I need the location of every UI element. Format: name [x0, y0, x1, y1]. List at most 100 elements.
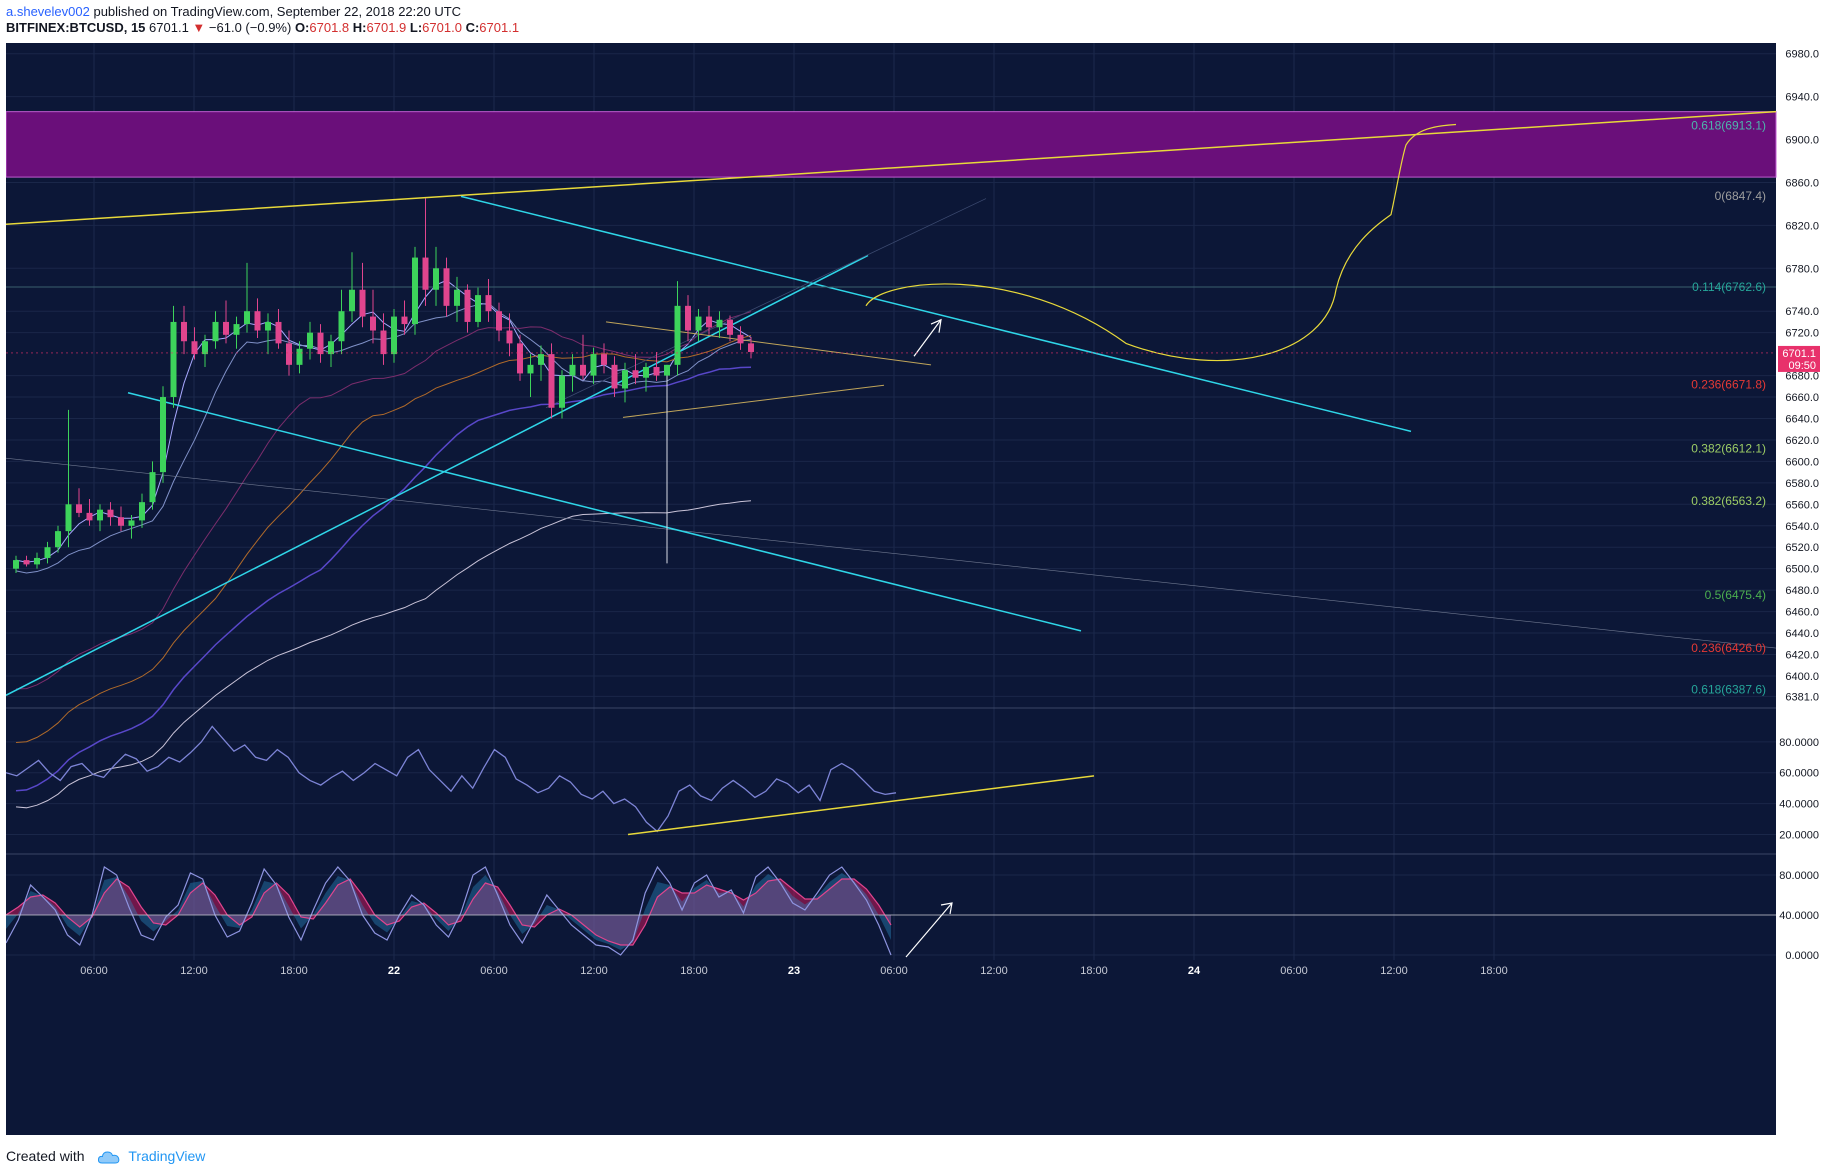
last-price: 6701.1 — [149, 20, 189, 35]
candle-body — [34, 557, 40, 565]
candle-body — [265, 321, 271, 331]
time-tick-label: 12:00 — [180, 965, 208, 977]
projection-path — [865, 123, 1457, 362]
candle-body — [559, 375, 565, 408]
axes: 06:00 12:00 18:00 22 06:00 12:00 18:00 23 06:00 1… — [6, 49, 1820, 1135]
candle-body — [496, 311, 502, 331]
price-tick-label: 6740.0 — [1785, 306, 1819, 318]
price-tick-label: 6600.0 — [1785, 456, 1819, 468]
candle-body — [422, 257, 429, 290]
candle-body — [737, 334, 744, 344]
candle-body — [254, 311, 261, 331]
candle-body — [622, 370, 628, 389]
price-tick-label: 6560.0 — [1785, 499, 1819, 511]
price-tick-label: 6660.0 — [1785, 392, 1819, 404]
stochastic-area — [6, 879, 891, 945]
candle-body — [191, 341, 198, 355]
stoch-tick-label: 0.0000 — [1785, 950, 1819, 962]
price-tick-label: 6381.0 — [1785, 691, 1819, 703]
moving-average-line — [15, 366, 752, 792]
time-axis-background — [6, 960, 1776, 1135]
fibonacci-levels: 0.618(6913.1) 0(6847.4) 0.114(6762.6) 0.236… — [1691, 118, 1766, 696]
triangle-upper-line — [605, 321, 932, 366]
candle-body — [307, 332, 313, 349]
candle-body — [464, 289, 471, 322]
fib-level-label: 0.114(6762.6) — [1692, 280, 1766, 294]
fib-level-label: 0.5(6475.4) — [1705, 588, 1766, 602]
rsi-tick-label: 80.0000 — [1779, 737, 1819, 749]
ascending-support-line — [6, 254, 869, 696]
candle-body — [359, 289, 366, 317]
candle-body — [443, 268, 450, 306]
candle-body — [233, 324, 240, 335]
candle-body — [527, 364, 534, 374]
chart-canvas[interactable]: 0.618(6913.1) 0(6847.4) 0.114(6762.6) 0.236… — [6, 43, 1822, 1135]
candle-body — [632, 370, 639, 378]
candle-body — [548, 354, 555, 408]
candle-body — [538, 354, 544, 365]
candle-body — [97, 509, 103, 521]
price-tick-label: 6400.0 — [1785, 671, 1819, 683]
faint-ray-line — [545, 198, 987, 409]
candle-body — [107, 509, 114, 518]
rsi-trend-line — [627, 775, 1095, 836]
price-tick-label: 6720.0 — [1785, 328, 1819, 340]
candle-body — [412, 257, 418, 325]
current-price-badge — [1778, 345, 1820, 372]
candle-body — [338, 311, 345, 342]
candle-body — [370, 316, 376, 331]
long-trend-line — [6, 457, 1777, 649]
high-label: H: — [352, 20, 367, 35]
candle-body — [611, 364, 618, 389]
ascending-resistance-line — [6, 110, 1777, 226]
candle-body — [149, 472, 156, 503]
fib-level-label: 0.618(6387.6) — [1691, 682, 1766, 696]
price-tick-label: 6820.0 — [1785, 220, 1819, 232]
candle-body — [664, 364, 670, 376]
candlestick-series — [13, 198, 754, 573]
rsi-tick-label: 40.0000 — [1779, 799, 1819, 811]
moving-average-line — [15, 500, 752, 809]
low-value: 6701.0 — [422, 20, 462, 35]
rsi-pane — [6, 725, 1095, 836]
time-tick-label: 18:00 — [680, 965, 708, 977]
price-tick-label: 6640.0 — [1785, 413, 1819, 425]
candle-body — [317, 332, 324, 355]
candle-body — [118, 517, 124, 526]
candle-body — [695, 316, 702, 331]
candle-body — [643, 366, 649, 378]
stochastic-k-line — [6, 865, 892, 956]
time-tick-label: 23 — [788, 965, 800, 977]
candle-body — [454, 289, 460, 306]
candle-body — [380, 330, 387, 355]
high-value: 6701.9 — [366, 20, 407, 35]
resistance-zone — [6, 111, 1777, 178]
price-tick-label: 6520.0 — [1785, 542, 1819, 554]
candle-body — [13, 560, 19, 569]
candle-body — [86, 512, 93, 521]
rsi-tick-label: 20.0000 — [1779, 829, 1819, 841]
price-change: −61.0 (−0.9%) — [208, 20, 292, 35]
price-tick-label: 6940.0 — [1785, 92, 1819, 104]
candle-body — [181, 321, 187, 342]
candle-body — [601, 354, 607, 365]
candle-body — [517, 343, 523, 374]
open-label: O: — [294, 20, 310, 35]
tradingview-brand[interactable]: TradingView — [128, 1148, 206, 1164]
candle-body — [275, 321, 282, 344]
candle-body — [727, 319, 733, 335]
price-tick-label: 6680.0 — [1785, 371, 1819, 383]
fib-level-label: 0.382(6563.2) — [1691, 494, 1766, 508]
symbol-label[interactable]: BITFINEX:BTCUSD, 15 — [6, 20, 146, 35]
publish-line: a.shevelev002 published on TradingView.c… — [6, 4, 1816, 20]
time-tick-label: 06:00 — [880, 965, 908, 977]
stoch-tick-label: 80.0000 — [1779, 870, 1819, 882]
candle-body — [349, 289, 355, 312]
time-tick-label: 22 — [388, 965, 400, 977]
fib-level-label: 0(6847.4) — [1715, 189, 1766, 203]
candle-body — [139, 502, 145, 521]
author-link[interactable]: a.shevelev002 — [6, 4, 90, 19]
time-tick-label: 18:00 — [1480, 965, 1508, 977]
time-tick-label: 06:00 — [480, 965, 508, 977]
close-label: C: — [465, 20, 480, 35]
